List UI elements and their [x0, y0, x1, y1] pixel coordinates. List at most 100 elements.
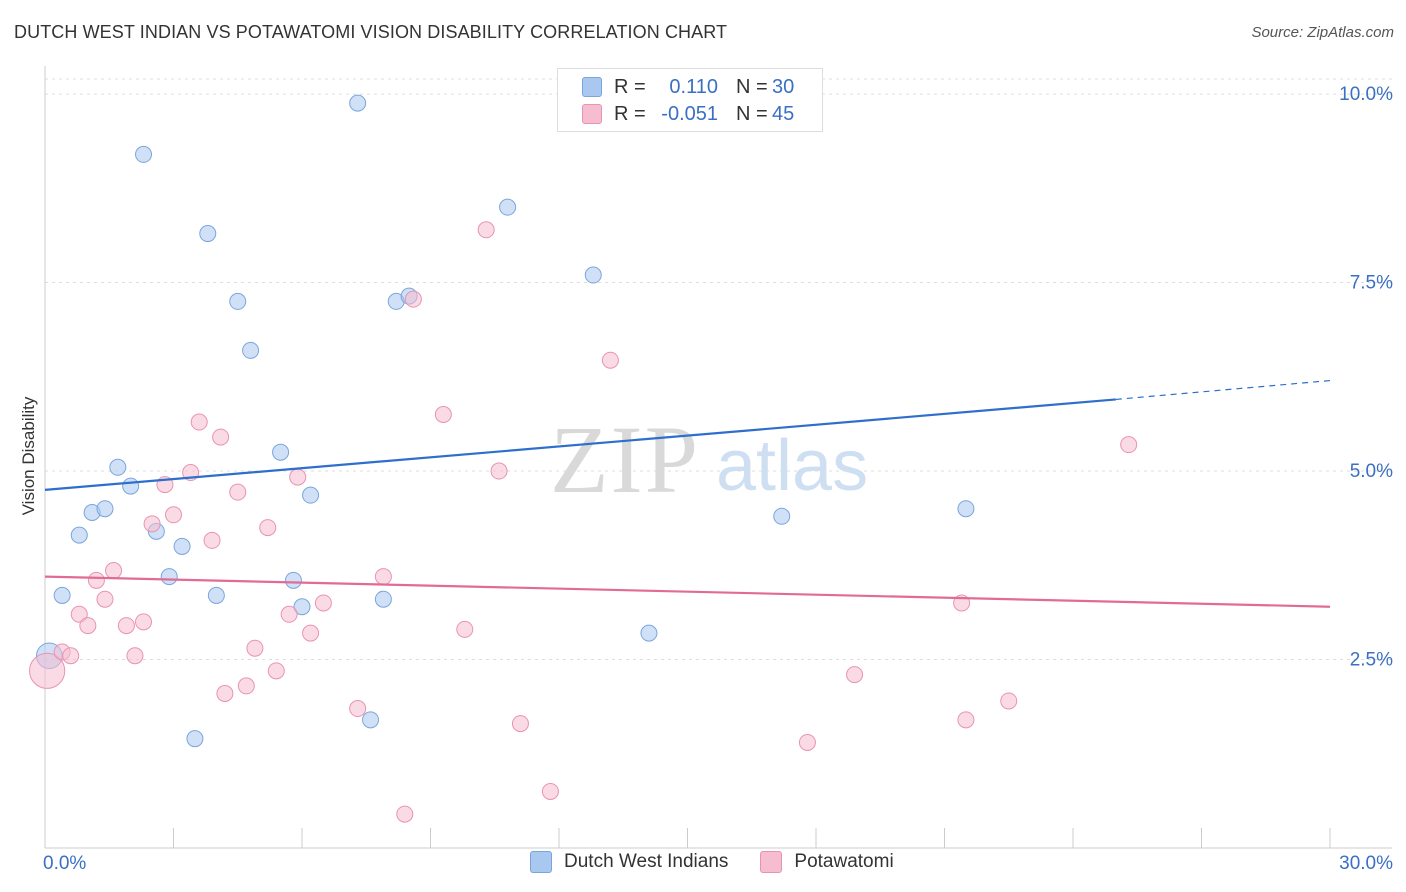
data-point-potawatomi [349, 700, 367, 718]
r-value: 0.110 [669, 75, 718, 98]
data-point-dutch-west-indians [374, 590, 392, 608]
data-point-potawatomi [289, 468, 307, 486]
data-point-dutch-west-indians [160, 568, 178, 586]
r-label: R = [614, 102, 646, 125]
correlation-legend: R = 0.110 N = 30 R = -0.051 N = 45 [557, 68, 823, 132]
series-legend: Dutch West Indians Potawatomi [530, 851, 926, 873]
data-point-potawatomi [165, 506, 182, 524]
data-point-potawatomi [62, 647, 80, 665]
data-point-potawatomi [456, 620, 474, 638]
data-point-potawatomi [70, 605, 88, 623]
data-point-potawatomi [79, 617, 97, 635]
x-tick-label: 0.0% [43, 853, 86, 874]
data-point-potawatomi [87, 571, 105, 589]
data-point-potawatomi [302, 624, 320, 642]
data-point-potawatomi [957, 711, 975, 729]
data-point-potawatomi [246, 639, 264, 657]
trend-extension-dutch-west-indians [1115, 379, 1331, 401]
legend-row-dutch-west-indians: R = 0.110 N = 30 [582, 75, 794, 99]
x-tick-label: 30.0% [1339, 853, 1393, 874]
data-point-dutch-west-indians [135, 145, 153, 163]
r-value: -0.051 [661, 102, 718, 125]
data-point-potawatomi [212, 428, 230, 446]
data-point-dutch-west-indians [640, 624, 658, 642]
data-point-dutch-west-indians [70, 526, 88, 544]
data-point-potawatomi [1120, 436, 1138, 454]
data-point-dutch-west-indians [207, 586, 225, 604]
data-point-potawatomi [203, 531, 221, 549]
data-point-potawatomi [404, 290, 422, 308]
data-point-potawatomi [477, 221, 495, 239]
legend-swatch-pink [582, 104, 602, 124]
data-point-dutch-west-indians [173, 537, 191, 555]
data-point-potawatomi [601, 351, 619, 369]
y-axis-label: Vision Disability [19, 396, 38, 515]
legend-item-potawatomi[interactable]: Potawatomi [760, 851, 894, 873]
data-point-potawatomi [396, 805, 414, 823]
data-point-potawatomi [135, 613, 153, 631]
data-point-potawatomi [280, 605, 298, 623]
data-point-dutch-west-indians [186, 730, 204, 748]
data-point-potawatomi [314, 594, 332, 612]
axes-layer [44, 66, 1392, 849]
data-point-dutch-west-indians [584, 266, 602, 284]
y-tick-label: 10.0% [1339, 84, 1393, 105]
data-point-potawatomi [190, 413, 208, 431]
n-value: 45 [772, 102, 795, 125]
n-label: N = [736, 102, 768, 125]
y-tick-label: 7.5% [1350, 273, 1393, 294]
data-point-dutch-west-indians [499, 198, 517, 216]
data-point-potawatomi [117, 617, 135, 635]
data-point-dutch-west-indians [109, 458, 127, 476]
legend-item-dutch-west-indians[interactable]: Dutch West Indians [530, 851, 728, 873]
source-label: Source: ZipAtlas.com [1251, 24, 1394, 41]
data-point-potawatomi [434, 405, 452, 423]
data-point-dutch-west-indians [272, 443, 290, 461]
data-point-dutch-west-indians [302, 486, 320, 504]
data-point-potawatomi [267, 662, 285, 680]
legend-swatch-blue [530, 851, 552, 873]
data-point-potawatomi [798, 733, 816, 751]
legend-label: Dutch West Indians [564, 851, 729, 872]
data-point-potawatomi [126, 647, 144, 665]
trend-line-potawatomi [44, 575, 1331, 608]
data-point-dutch-west-indians [773, 507, 791, 525]
data-point-dutch-west-indians [293, 598, 311, 616]
data-point-potawatomi [1000, 692, 1018, 710]
data-point-potawatomi [96, 590, 114, 608]
data-point-dutch-west-indians [229, 292, 247, 310]
data-point-potawatomi [511, 715, 529, 733]
labels-layer: 2.5% 5.0% 7.5% 10.0% 0.0% 30.0% [43, 84, 1393, 874]
data-point-potawatomi [374, 568, 392, 586]
data-point-dutch-west-indians [53, 586, 71, 604]
n-value: 30 [772, 75, 795, 98]
data-point-potawatomi [237, 677, 255, 695]
legend-swatch-blue [582, 77, 602, 97]
grid-layer [45, 78, 1392, 661]
y-tick-label: 5.0% [1350, 461, 1393, 482]
data-point-potawatomi [846, 666, 864, 684]
data-point-dutch-west-indians [122, 477, 140, 495]
y-tick-label: 2.5% [1350, 650, 1393, 671]
trend-layer [44, 379, 1331, 608]
data-point-dutch-west-indians [362, 711, 380, 729]
data-point-potawatomi [105, 562, 123, 580]
watermark-zip: ZIP [550, 406, 700, 513]
watermark-atlas: atlas [716, 426, 868, 506]
data-point-potawatomi [216, 684, 234, 702]
trend-line-dutch-west-indians [44, 398, 1116, 491]
legend-row-potawatomi: R = -0.051 N = 45 [582, 102, 794, 126]
points-layer [29, 94, 1138, 823]
r-label: R = [614, 75, 646, 98]
data-point-dutch-west-indians [96, 500, 114, 518]
chart-title: DUTCH WEST INDIAN VS POTAWATOMI VISION D… [14, 22, 728, 42]
legend-label: Potawatomi [794, 851, 894, 872]
data-point-dutch-west-indians [349, 94, 367, 112]
data-point-potawatomi [490, 462, 508, 480]
data-point-potawatomi [143, 515, 161, 533]
legend-swatch-pink [760, 851, 783, 873]
n-label: N = [736, 75, 768, 98]
data-point-dutch-west-indians [242, 341, 260, 359]
data-point-potawatomi [541, 782, 559, 800]
